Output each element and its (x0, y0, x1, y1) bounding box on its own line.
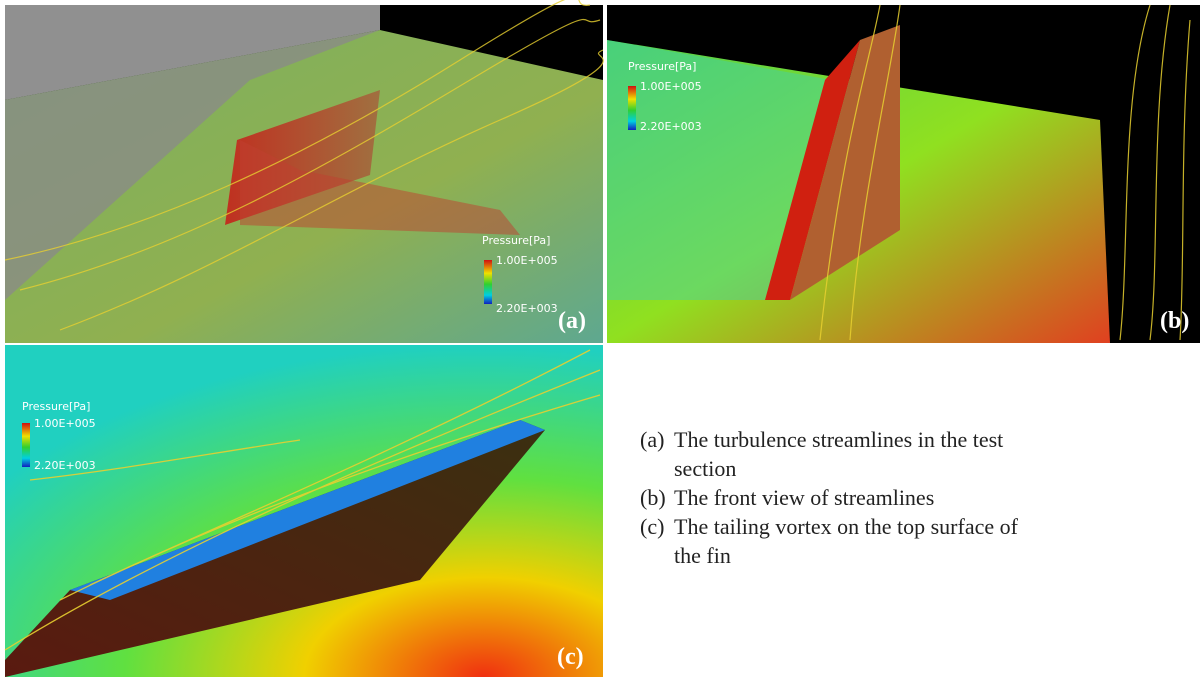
legend-min: 2.20E+003 (34, 459, 96, 472)
legend-title: Pressure[Pa] (22, 400, 90, 413)
panel-c: Pressure[Pa] 1.00E+005 2.20E+003 (c) (5, 345, 603, 677)
page: Pressure[Pa] 1.00E+005 2.20E+003 (a) Pre… (0, 0, 1203, 677)
panel-label: (c) (557, 644, 584, 670)
caption-item: (a)The turbulence streamlines in the tes… (640, 425, 1040, 483)
caption-text: The tailing vortex on the top surface of… (674, 512, 1040, 570)
caption-text: The turbulence streamlines in the test s… (674, 425, 1040, 483)
panel-a: Pressure[Pa] 1.00E+005 2.20E+003 (a) (5, 0, 603, 343)
panel-label: (b) (1160, 308, 1189, 334)
panel-b: Pressure[Pa] 1.00E+005 2.20E+003 (b) (607, 5, 1200, 343)
legend-max: 1.00E+005 (640, 80, 702, 93)
caption-marker: (a) (640, 425, 674, 483)
panel-label: (a) (558, 308, 586, 334)
legend-max: 1.00E+005 (34, 417, 96, 430)
legend-title: Pressure[Pa] (628, 60, 696, 73)
legend-min: 2.20E+003 (496, 302, 558, 315)
legend-title: Pressure[Pa] (482, 234, 550, 247)
figure: Pressure[Pa] 1.00E+005 2.20E+003 (a) Pre… (0, 0, 1203, 677)
caption-marker: (b) (640, 483, 674, 512)
caption-item: (c)The tailing vortex on the top surface… (640, 512, 1040, 570)
caption-marker: (c) (640, 512, 674, 570)
legend-max: 1.00E+005 (496, 254, 558, 267)
caption: (a)The turbulence streamlines in the tes… (640, 425, 1040, 570)
legend-min: 2.20E+003 (640, 120, 702, 133)
caption-text: The front view of streamlines (674, 483, 934, 512)
caption-item: (b)The front view of streamlines (640, 483, 1040, 512)
